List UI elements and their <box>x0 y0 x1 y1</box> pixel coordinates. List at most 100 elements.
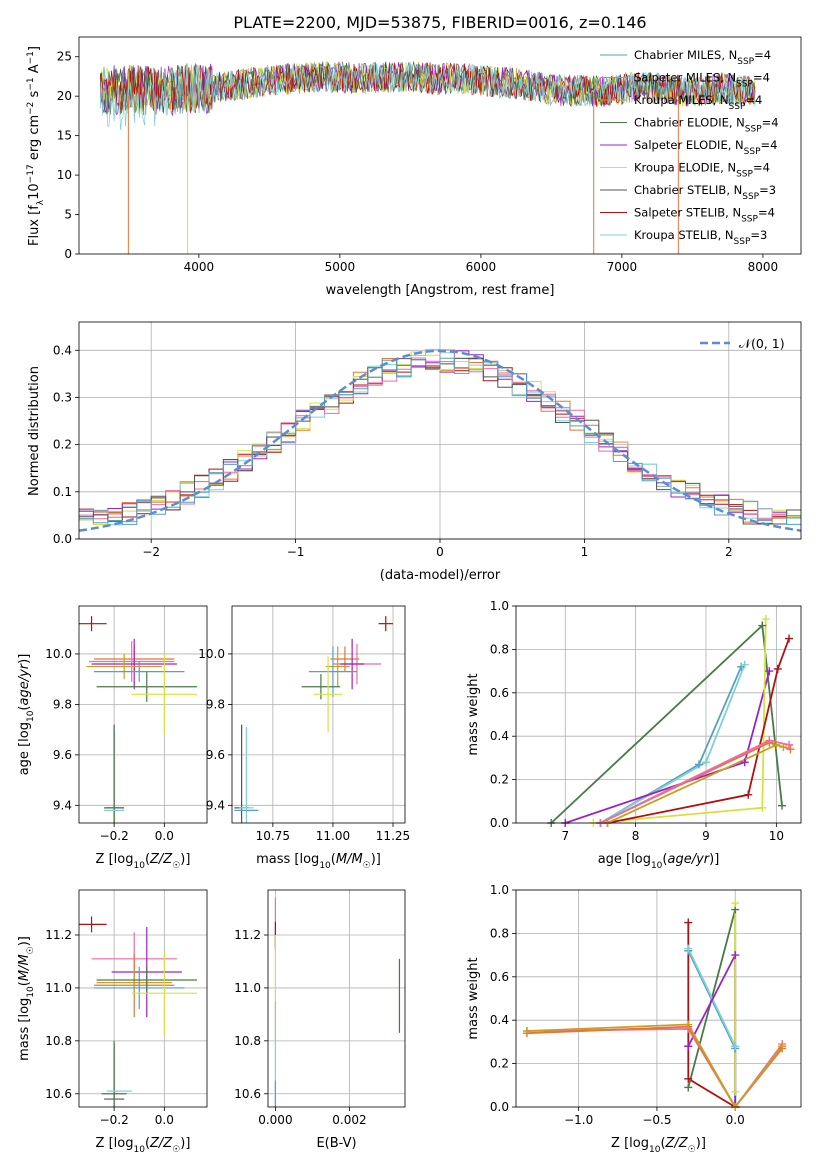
panel-2: −2 −1 0 1 2 0.0 0.1 0.2 0.3 0.4 𝒩(0, 1) (data-model… <box>27 321 802 583</box>
weight-point <box>786 745 795 754</box>
y-tick-label: 11.0 <box>45 981 72 995</box>
y-tick-label: 15 <box>57 129 72 143</box>
axes-frame <box>78 321 802 540</box>
y-tick-label: 10.0 <box>198 647 225 661</box>
x-axis-label: E(B-V) <box>316 1136 356 1151</box>
y-tick-label: 0.0 <box>53 532 72 546</box>
plot-area <box>79 348 801 532</box>
x-tick-label: 11.25 <box>376 829 410 843</box>
y-tick-label: 0.6 <box>490 970 509 984</box>
weight-point <box>740 758 749 767</box>
weight-line <box>565 670 771 823</box>
panel-4: 10.75 11.00 11.25 9.4 9.6 9.8 10.0 mass [log10(… <box>198 605 410 871</box>
x-tick-label: 8 <box>632 829 640 843</box>
weight-point <box>785 740 794 749</box>
x-tick-label: −1.0 <box>564 1113 593 1127</box>
legend-label: Chabrier MILES, NSSP=4 <box>634 48 771 67</box>
weight-point <box>684 1042 693 1051</box>
y-tick-label: 0.8 <box>490 926 509 940</box>
y-axis-label: Normed distribution <box>27 366 42 496</box>
weight-point <box>731 1042 740 1051</box>
y-tick-label: 11.2 <box>45 928 72 942</box>
axes-frame <box>78 889 208 1108</box>
y-tick-label: 0.4 <box>490 1013 509 1027</box>
y-axis-label: Flux [fλ10−17 erg cm−2 s−1 A−1] <box>26 46 46 246</box>
histogram-series <box>79 357 801 525</box>
x-tick-label: −0.5 <box>642 1113 671 1127</box>
weight-line <box>526 1023 783 1107</box>
x-axis-label: age [log10(age/yr)] <box>598 852 720 871</box>
x-tick-label: −0.2 <box>100 1113 129 1127</box>
x-tick-label: −2 <box>142 545 160 559</box>
weight-line <box>607 638 790 823</box>
weight-point <box>785 634 794 643</box>
plot-area <box>99 61 756 254</box>
x-tick-label: 11.00 <box>316 829 350 843</box>
panel-3: −0.2 0.0 9.4 9.6 9.8 10.0 Z [log10(Z/Z☉)] age [… <box>17 605 208 871</box>
y-tick-label: 0.2 <box>490 1057 509 1071</box>
y-tick-label: 0.2 <box>490 773 509 787</box>
x-axis-label: Z [log10(Z/Z☉)] <box>96 1136 191 1155</box>
y-tick-label: 0 <box>64 247 72 261</box>
x-tick-label: 10 <box>769 829 784 843</box>
legend-label: Salpeter STELIB, NSSP=4 <box>634 206 775 225</box>
panel-8: −1.0 −0.5 0.0 0.0 0.2 0.4 0.6 0.8 1.0 Z [log10(Z/… <box>466 883 802 1155</box>
panel-6: −0.2 0.0 10.6 10.8 11.0 11.2 Z [log10(Z/Z☉)] ma… <box>17 889 208 1155</box>
legend-label: Salpeter ELODIE, NSSP=4 <box>634 138 777 157</box>
weight-point <box>684 1083 693 1092</box>
y-tick-label: 0.4 <box>490 729 509 743</box>
y-tick-label: 20 <box>57 89 72 103</box>
y-tick-label: 1.0 <box>490 883 509 897</box>
x-tick-label: 0.002 <box>332 1113 366 1127</box>
x-tick-label: 0.0 <box>726 1113 745 1127</box>
y-tick-label: 0.8 <box>490 642 509 656</box>
weight-point <box>702 758 710 767</box>
weight-point <box>761 615 770 624</box>
x-tick-label: −1 <box>287 545 305 559</box>
weight-point <box>731 951 740 960</box>
y-tick-label: 25 <box>57 50 72 64</box>
x-axis-label: wavelength [Angstrom, rest frame] <box>326 283 555 298</box>
weight-point <box>684 918 693 927</box>
spectrum-line <box>99 61 756 130</box>
weight-point <box>740 660 749 669</box>
y-tick-label: 9.4 <box>53 798 72 812</box>
y-axis-label: mass weight <box>466 673 481 755</box>
y-tick-label: 10.6 <box>234 1087 261 1101</box>
weight-point <box>731 899 740 908</box>
weight-point <box>758 803 767 812</box>
y-tick-label: 9.4 <box>206 798 225 812</box>
y-tick-label: 9.8 <box>53 697 72 711</box>
panel-5: 7 8 9 10 0.0 0.2 0.4 0.6 0.8 1.0 age [log10(age/yr… <box>466 599 802 871</box>
weight-point <box>773 664 782 673</box>
y-tick-label: 10.6 <box>45 1087 72 1101</box>
axes-frame <box>267 889 406 1108</box>
spectrum-line <box>99 62 756 114</box>
y-axis-label: mass [log10(M/M☉)] <box>17 936 36 1061</box>
axes-frame <box>515 605 802 824</box>
weight-point <box>684 1074 693 1083</box>
plot-area <box>234 616 393 823</box>
weight-point <box>779 743 788 752</box>
x-tick-label: 4000 <box>184 260 215 274</box>
histogram-series <box>79 357 801 525</box>
y-tick-label: 0.1 <box>53 485 72 499</box>
y-tick-label: 10.8 <box>234 1034 261 1048</box>
weight-line <box>687 922 736 1107</box>
weight-point <box>731 1087 740 1096</box>
x-tick-label: 0 <box>436 545 444 559</box>
page-title: PLATE=2200, MJD=53875, FIBERID=0016, z=0… <box>233 13 646 32</box>
weight-point <box>694 760 703 769</box>
weight-line <box>550 623 783 823</box>
legend-label: 𝒩(0, 1) <box>739 336 785 351</box>
x-axis-label: Z [log10(Z/Z☉)] <box>611 1136 706 1155</box>
y-tick-label: 10.0 <box>45 647 72 661</box>
legend-label: Chabrier STELIB, NSSP=3 <box>634 183 776 202</box>
x-tick-label: 0.0 <box>155 829 174 843</box>
legend-label: Kroupa STELIB, NSSP=3 <box>634 228 767 247</box>
y-tick-label: 9.6 <box>53 748 72 762</box>
y-tick-label: 0.4 <box>53 343 72 357</box>
plot-area <box>274 897 401 1107</box>
y-tick-label: 0.3 <box>53 390 72 404</box>
y-tick-label: 1.0 <box>490 599 509 613</box>
